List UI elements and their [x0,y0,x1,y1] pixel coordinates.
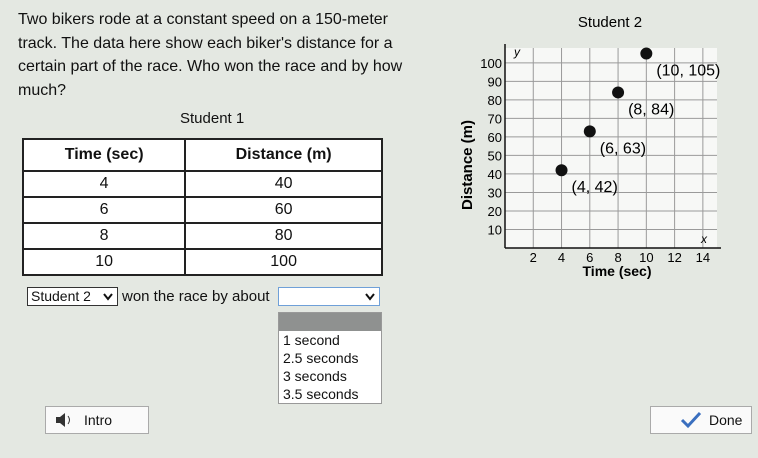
y-tick-label: 70 [488,111,502,126]
cell: 6 [21,196,187,224]
y-tick-label: 50 [488,148,502,163]
y-tick-label: 20 [488,204,502,219]
row: 6 60 [21,196,383,224]
done-label: Done [709,412,743,428]
option[interactable]: 2.5 seconds [283,350,359,366]
x-tick-label: 4 [558,250,565,265]
cell: 40 [184,170,383,198]
cell: 10 [21,248,187,276]
cell: 80 [184,222,383,250]
chevron [103,293,113,301]
intro-button[interactable]: Intro [45,406,149,434]
y-tick-label: 80 [488,93,502,108]
x-tick-label: 10 [639,250,653,265]
intro-label: Intro [84,412,113,428]
cell: 4 [21,170,187,198]
y-tick-label: 30 [488,185,502,200]
y-tick-label: 100 [480,56,502,71]
x-tick-label: 2 [530,250,537,265]
dropdown-list: 1 second 2.5 seconds 3 seconds 3.5 secon… [278,312,382,404]
point-label: (8, 84) [628,101,674,118]
y-tick-label: 60 [488,130,502,145]
speaker-icon [56,413,70,427]
option[interactable]: 3.5 seconds [283,386,359,402]
point-label: (10, 105) [656,63,720,80]
dropdown-header [279,313,381,331]
cell: 8 [21,222,187,250]
data-table: Time (sec) Distance (m) 4 40 6 60 8 80 10 10… [21,138,383,276]
x-tick-label: 6 [586,250,593,265]
point [612,86,625,99]
y-axis-letter: y [513,45,521,59]
table-title: Student 1 [180,110,245,127]
y-tick-label: 90 [488,74,502,89]
y-axis-label: Distance (m) [459,120,476,210]
y-tick-label: 10 [488,222,502,237]
point [555,164,568,177]
row: 4 40 [21,170,383,198]
header-cell: Time (sec) [21,138,187,172]
header-cell: Distance (m) [184,138,383,172]
point-label: (4, 42) [572,179,618,196]
point [583,125,596,138]
x-axis-label: Time (sec) [583,263,652,279]
cell: 100 [184,248,383,276]
x-axis-letter: x [700,232,708,246]
row: 10 100 [21,248,383,276]
header-row: Time (sec) Distance (m) [21,138,383,172]
cell: 60 [184,196,383,224]
x-tick-label: 12 [667,250,681,265]
question: Two bikers rode at a constant speed on a… [18,11,403,99]
point-label: (6, 63) [600,140,646,157]
seconds-select[interactable] [278,287,380,306]
chevron [365,293,375,301]
y-tick-label: 40 [488,167,502,182]
check-icon [680,411,702,429]
done-button[interactable]: Done [650,406,752,434]
row: 8 80 [21,222,383,250]
option[interactable]: 1 second [283,332,340,348]
option[interactable]: 3 seconds [283,368,347,384]
student-select[interactable]: Student 2 [27,287,118,306]
point [640,47,653,60]
select-value: Student 2 [31,288,91,304]
x-tick-label: 8 [614,250,621,265]
chart-title: Student 2 [578,14,642,31]
x-tick-label: 14 [696,250,710,265]
answer-text: won the race by about [122,288,270,305]
